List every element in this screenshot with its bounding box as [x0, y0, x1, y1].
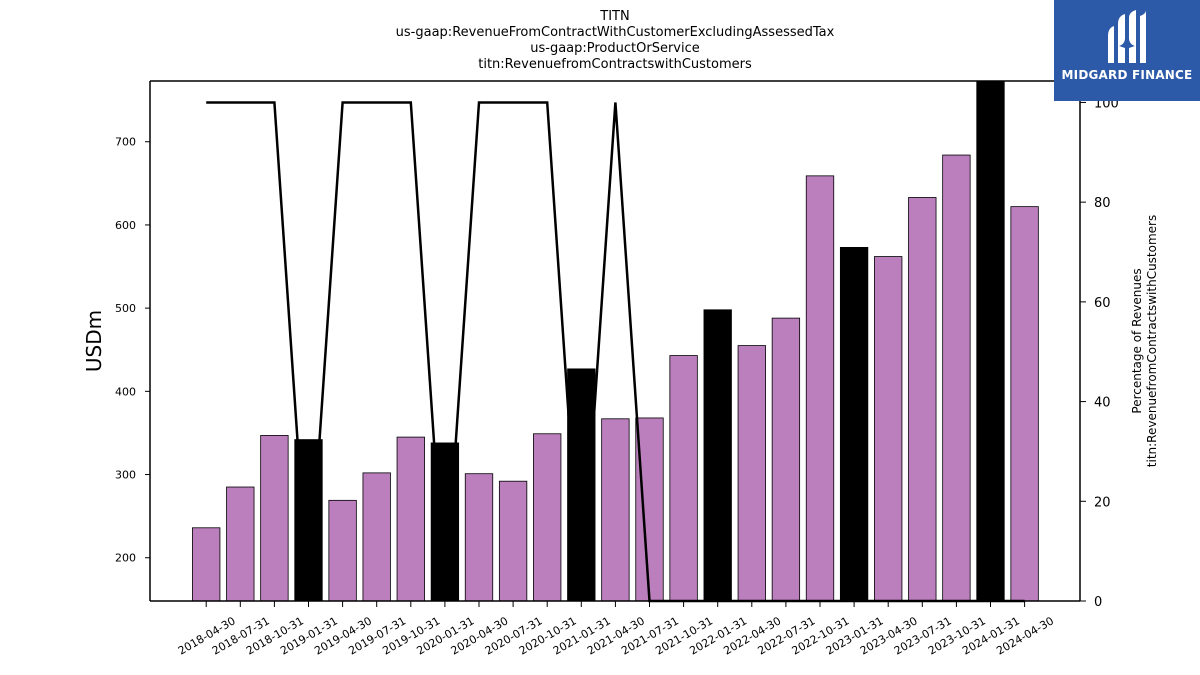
- chart-title-line-4: titn:RevenuefromContractswithCustomers: [478, 57, 752, 72]
- bar-2023-04-30: [874, 256, 903, 602]
- bar-2018-07-31: [226, 486, 255, 602]
- bar-2019-10-31: [396, 436, 425, 602]
- y-tick-label-500: 500: [115, 302, 136, 315]
- right-tick-label-80: 80: [1094, 196, 1111, 211]
- y-tick-label-600: 600: [115, 219, 136, 232]
- bar-2021-04-30: [601, 418, 630, 602]
- y-tick-label-400: 400: [115, 385, 136, 398]
- bar-2018-10-31: [260, 435, 289, 602]
- right-tick-label-60: 60: [1094, 296, 1111, 311]
- chart-title-line-3: us-gaap:ProductOrService: [530, 41, 700, 56]
- bar-2019-07-31: [362, 472, 391, 602]
- bar-2019-04-30: [328, 499, 357, 602]
- y-axis-left: 200 300 400 500 600 700: [115, 136, 150, 565]
- y-tick-label-200: 200: [115, 552, 136, 565]
- bars: [192, 80, 1039, 602]
- bar-2021-01-31: [567, 368, 596, 602]
- bar-2021-07-31: [635, 417, 664, 602]
- right-tick-label-0: 0: [1094, 595, 1102, 610]
- y-tick-label-300: 300: [115, 469, 136, 482]
- bar-2022-01-31: [703, 309, 732, 602]
- bar-2023-07-31: [908, 197, 937, 602]
- chart-title: TITNus-gaap:RevenueFromContractWithCusto…: [396, 9, 835, 72]
- bar-2023-01-31: [839, 246, 869, 602]
- bar-2023-10-31: [942, 154, 971, 602]
- y-axis-label-right-line1: Percentage of Revenues: [1130, 268, 1144, 413]
- x-axis: 2018-04-302018-07-312018-10-312019-01-31…: [176, 601, 1056, 658]
- y-tick-label-700: 700: [115, 136, 136, 149]
- right-tick-label-40: 40: [1094, 396, 1111, 411]
- logo-mark-icon: [1108, 10, 1146, 63]
- bar-2022-07-31: [771, 317, 801, 602]
- bar-2020-10-31: [533, 433, 562, 602]
- bar-2021-10-31: [669, 355, 698, 602]
- midgard-finance-logo: MIDGARD FINANCE: [1054, 0, 1200, 101]
- right-tick-label-20: 20: [1094, 495, 1111, 510]
- logo-text: MIDGARD FINANCE: [1061, 68, 1193, 82]
- bar-2022-10-31: [805, 175, 835, 602]
- bar-2024-04-30: [1010, 206, 1039, 602]
- bar-2024-01-31: [976, 80, 1005, 602]
- bar-2020-07-31: [498, 480, 528, 602]
- bar-2020-04-30: [464, 473, 494, 602]
- chart-title-line-1: TITN: [599, 9, 629, 24]
- bar-2022-04-30: [737, 345, 766, 602]
- bar-2018-04-30: [192, 527, 221, 602]
- chart-title-line-2: us-gaap:RevenueFromContractWithCustomerE…: [396, 25, 835, 40]
- y-axis-label-right-line2: titn:RevenuefromContractswithCustomers: [1145, 215, 1159, 467]
- y-axis-label-left: USDm: [82, 310, 106, 372]
